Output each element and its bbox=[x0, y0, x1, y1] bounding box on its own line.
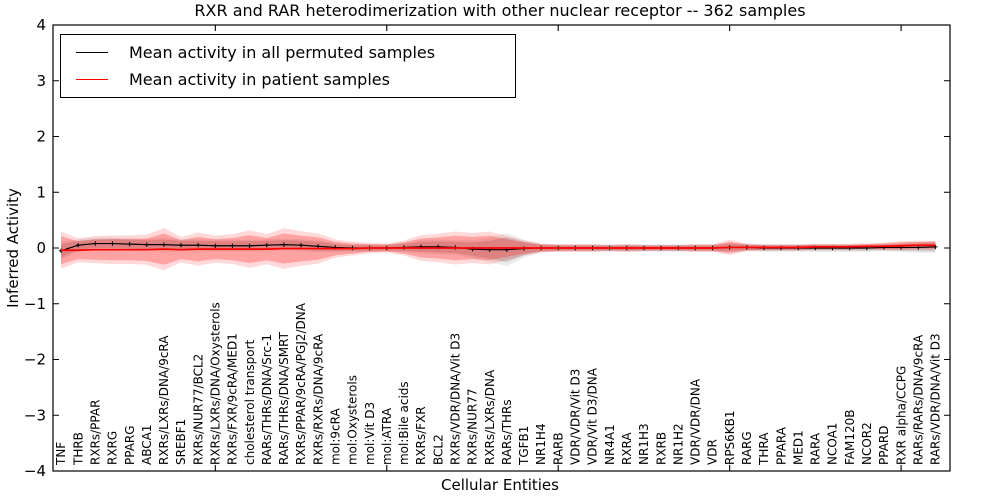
x-tick-label: mol:Vit D3 bbox=[363, 402, 377, 465]
x-tick-label: BCL2 bbox=[431, 434, 445, 465]
x-tick-label: NR1H4 bbox=[534, 423, 548, 465]
y-tick-label: −1 bbox=[24, 295, 46, 313]
legend-label-permuted: Mean activity in all permuted samples bbox=[129, 43, 436, 62]
legend: Mean activity in all permuted samples Me… bbox=[60, 34, 516, 98]
x-tick-label: mol:9cRA bbox=[329, 408, 343, 465]
legend-label-patient: Mean activity in patient samples bbox=[129, 70, 390, 89]
x-tick-label: RARG bbox=[740, 431, 754, 465]
x-tick-label: RXRB bbox=[654, 432, 668, 465]
x-tick-label: NCOA1 bbox=[826, 423, 840, 465]
x-tick-label: RARs/VDR/DNA/Vit D3 bbox=[929, 333, 943, 465]
y-tick-label: −4 bbox=[24, 462, 46, 480]
x-tick-label: RXRs/LXRs/DNA/9cRA bbox=[157, 335, 171, 465]
legend-line-permuted-sample bbox=[76, 52, 108, 53]
y-tick-label: 1 bbox=[36, 183, 46, 201]
y-tick-label: 4 bbox=[36, 16, 46, 34]
x-tick-label: RARs/THRs/DNA/Src-1 bbox=[260, 334, 274, 465]
x-tick-label: VDR/VDR/DNA bbox=[689, 378, 703, 465]
x-tick-label: RXRs/VDR/DNA/Vit D3 bbox=[449, 333, 463, 465]
x-tick-label: RARB bbox=[551, 432, 565, 465]
x-tick-label: PPARD bbox=[877, 426, 891, 466]
x-tick-label: RXRA bbox=[620, 432, 634, 465]
x-tick-label: RXRs/PPAR bbox=[88, 400, 102, 465]
x-tick-label: VDR/Vit D3/DNA bbox=[586, 367, 600, 465]
x-tick-label: mol:ATRA bbox=[380, 407, 394, 465]
y-axis-label: Inferred Activity bbox=[4, 188, 22, 308]
x-tick-label: MED1 bbox=[791, 430, 805, 465]
x-tick-label: NR1H2 bbox=[671, 423, 685, 465]
legend-item-patient: Mean activity in patient samples bbox=[76, 70, 515, 89]
x-tick-label: RXRs/NUR77/BCL2 bbox=[191, 354, 205, 465]
x-tick-label: RXRs/FXR/9cRA/MED1 bbox=[226, 333, 240, 465]
x-tick-label: RPS6KB1 bbox=[723, 410, 737, 465]
x-tick-label: RARs/THRs/DNA/SMRT bbox=[277, 331, 291, 465]
x-tick-label: RARs/RARs/DNA/9cRA bbox=[911, 334, 925, 465]
axis-ticks bbox=[53, 24, 950, 472]
x-tick-label: THRA bbox=[757, 432, 771, 466]
x-tick-label: RXRs/LXRs/DNA bbox=[483, 369, 497, 465]
y-tick-label: 2 bbox=[36, 128, 46, 146]
x-tick-label: RXRs/PPAR/9cRA/PGJ2/DNA bbox=[294, 302, 308, 465]
x-tick-label: FAM120B bbox=[843, 410, 857, 466]
x-tick-label: RXRs/FXR bbox=[414, 406, 428, 465]
x-tick-label: RXRs/NUR77 bbox=[466, 388, 480, 465]
y-tick-label: −3 bbox=[24, 406, 46, 424]
x-tick-label: RARs/THRs bbox=[500, 399, 514, 465]
x-tick-label: mol:Oxysterols bbox=[346, 375, 360, 465]
x-tick-label: cholesterol transport bbox=[243, 339, 257, 465]
x-axis-label: Cellular Entities bbox=[441, 476, 559, 494]
x-tick-label: ABCA1 bbox=[140, 425, 154, 465]
x-tick-label: PPARG bbox=[123, 425, 137, 465]
x-tick-label: TNF bbox=[54, 442, 68, 466]
x-tick-label: RARA bbox=[809, 432, 823, 465]
x-tick-label: RXRG bbox=[106, 431, 120, 465]
chart-title: RXR and RAR heterodimerization with othe… bbox=[194, 1, 806, 20]
x-tick-label: THRB bbox=[71, 432, 85, 466]
x-tick-label: NR1H3 bbox=[637, 423, 651, 465]
y-tick-label: 3 bbox=[36, 72, 46, 90]
legend-line-patient-sample bbox=[76, 79, 108, 80]
x-tick-label: SREBF1 bbox=[174, 419, 188, 465]
x-tick-label: VDR bbox=[706, 439, 720, 465]
x-tick-label: PPARA bbox=[774, 426, 788, 465]
x-tick-label: VDR/VDR/Vit D3 bbox=[569, 369, 583, 465]
y-tick-label: −2 bbox=[24, 351, 46, 369]
x-tick-label: mol:Bile acids bbox=[397, 381, 411, 465]
x-tick-label: TGFB1 bbox=[517, 426, 531, 466]
x-tick-label: RXRs/RXRs/DNA/9cRA bbox=[311, 333, 325, 465]
x-tick-label: RXR alpha/CCPG bbox=[894, 366, 908, 465]
patient-mean-line bbox=[61, 244, 936, 252]
x-tick-label: RXRs/LXRs/DNA/Oxysterols bbox=[209, 302, 223, 465]
legend-item-permuted: Mean activity in all permuted samples bbox=[76, 43, 515, 62]
x-tick-label: NCOR2 bbox=[860, 422, 874, 465]
x-tick-label: NR4A1 bbox=[603, 424, 617, 465]
y-tick-label: 0 bbox=[36, 239, 46, 257]
